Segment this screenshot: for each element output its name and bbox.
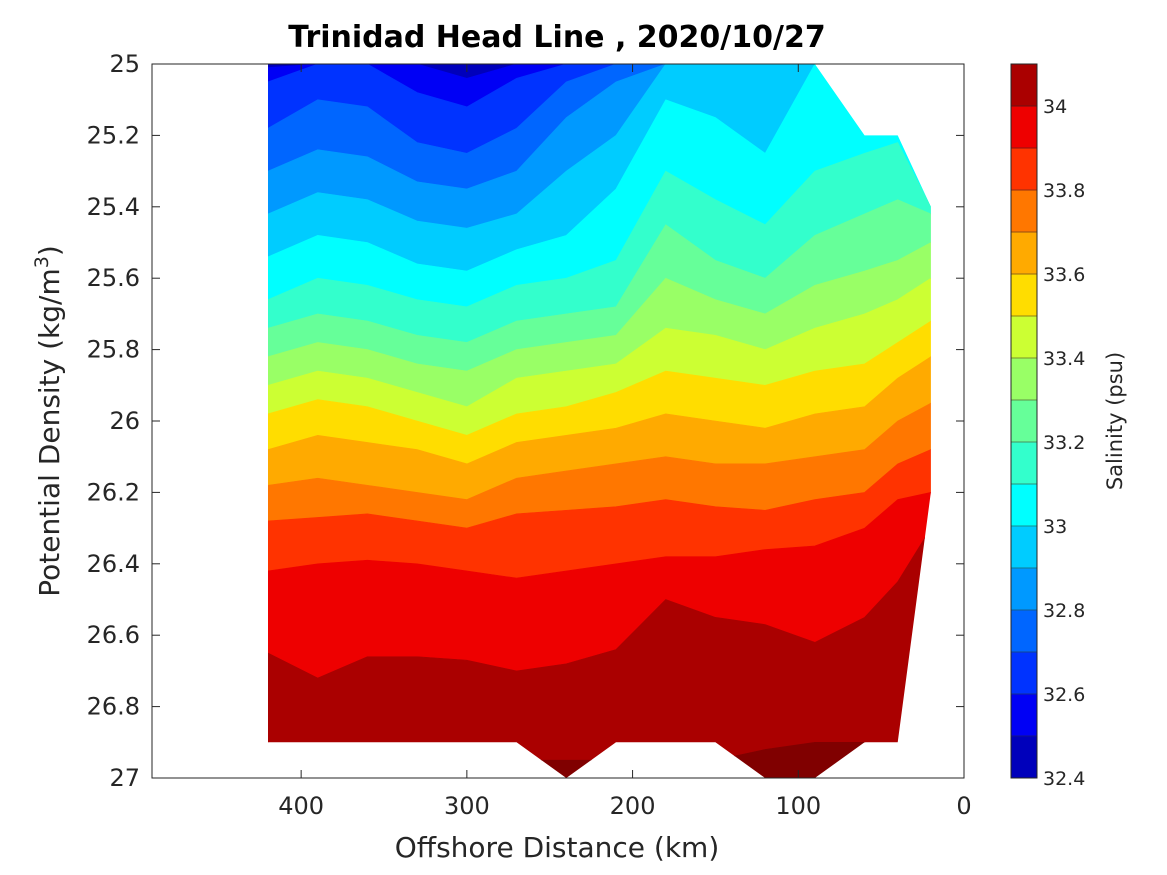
x-tick-label: 400 bbox=[278, 792, 324, 820]
colorbar-tick-label: 33.4 bbox=[1043, 348, 1085, 370]
chart-title: Trinidad Head Line , 2020/10/27 bbox=[288, 20, 825, 55]
colorbar-tick-label: 33.8 bbox=[1043, 180, 1085, 202]
colorbar-tick-label: 33.2 bbox=[1043, 432, 1085, 454]
x-tick-label: 200 bbox=[610, 792, 656, 820]
colorbar-band-9 bbox=[1011, 358, 1037, 401]
colorbar-band-13 bbox=[1011, 190, 1037, 233]
colorbar-band-1 bbox=[1011, 694, 1037, 737]
y-tick-label: 26 bbox=[109, 407, 140, 435]
colorbar-tick-label: 33.6 bbox=[1043, 264, 1085, 286]
colorbar-tick-label: 34 bbox=[1043, 96, 1067, 118]
y-tick-label: 26.8 bbox=[87, 693, 140, 721]
plot-area: 400 300 200 100 0 25 25.2 25.4 25.6 25.8 26 26.2 26… bbox=[87, 50, 972, 820]
contour-fills bbox=[268, 64, 931, 778]
colorbar-tick-label: 32.4 bbox=[1043, 768, 1085, 790]
x-tick-label: 300 bbox=[444, 792, 490, 820]
colorbar-band-6 bbox=[1011, 484, 1037, 527]
colorbar-band-2 bbox=[1011, 652, 1037, 695]
x-tick-label: 100 bbox=[775, 792, 821, 820]
colorbar-band-3 bbox=[1011, 610, 1037, 653]
y-axis-label-main: Potential Density (kg/m bbox=[33, 268, 66, 597]
colorbar-label: Salinity (psu) bbox=[1103, 352, 1127, 490]
colorbar-band-7 bbox=[1011, 442, 1037, 485]
y-tick-label: 26.2 bbox=[87, 478, 140, 506]
y-tick-label: 25.6 bbox=[87, 264, 140, 292]
colorbar-band-4 bbox=[1011, 568, 1037, 611]
colorbar-band-10 bbox=[1011, 316, 1037, 359]
y-ticks: 25 25.2 25.4 25.6 25.8 26 26.2 26.4 26.6 26.8 27 bbox=[87, 50, 964, 792]
y-tick-label: 26.6 bbox=[87, 621, 140, 649]
y-axis-label-close: ) bbox=[33, 245, 66, 256]
colorbar-ticks: 34 33.8 33.6 33.4 33.2 33 32.8 32.6 32.4 bbox=[1043, 96, 1085, 790]
y-tick-label: 25.2 bbox=[87, 121, 140, 149]
y-tick-label: 25.8 bbox=[87, 336, 140, 364]
colorbar-band-16 bbox=[1011, 64, 1037, 107]
colorbar-tick-label: 33 bbox=[1043, 516, 1067, 538]
colorbar-band-14 bbox=[1011, 148, 1037, 191]
colorbar-band-8 bbox=[1011, 400, 1037, 443]
colorbar-frame bbox=[1010, 63, 1038, 779]
y-axis-label-superscript: 3 bbox=[31, 256, 53, 268]
colorbar-band-15 bbox=[1011, 106, 1037, 149]
colorbar: 34 33.8 33.6 33.4 33.2 33 32.8 32.6 32.4 bbox=[1010, 63, 1085, 790]
colorbar-band-11 bbox=[1011, 274, 1037, 317]
x-axis-label: Offshore Distance (km) bbox=[395, 831, 720, 864]
y-tick-label: 26.4 bbox=[87, 550, 140, 578]
colorbar-band-12 bbox=[1011, 232, 1037, 275]
colorbar-band-0 bbox=[1011, 736, 1037, 779]
y-tick-label: 25 bbox=[109, 50, 140, 78]
x-ticks: 400 300 200 100 0 bbox=[278, 64, 972, 820]
y-tick-label: 25.4 bbox=[87, 193, 140, 221]
colorbar-tick-label: 32.6 bbox=[1043, 684, 1085, 706]
colorbar-tick-label: 32.8 bbox=[1043, 600, 1085, 622]
y-tick-label: 27 bbox=[109, 764, 140, 792]
x-tick-label: 0 bbox=[956, 792, 971, 820]
colorbar-bands bbox=[1011, 64, 1037, 779]
contour-band-group bbox=[268, 64, 931, 778]
y-axis-label: Potential Density (kg/m3) bbox=[31, 245, 66, 597]
colorbar-band-5 bbox=[1011, 526, 1037, 569]
